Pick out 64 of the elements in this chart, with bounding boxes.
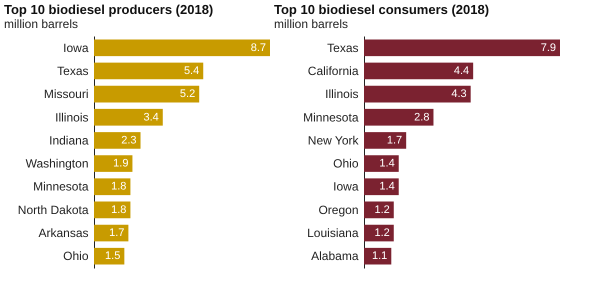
y-tick-label: Iowa bbox=[63, 40, 89, 55]
data-label: 2.3 bbox=[121, 134, 137, 146]
y-tick-label: Louisiana bbox=[307, 226, 359, 240]
y-tick-label: Illinois bbox=[325, 87, 358, 102]
bar bbox=[364, 202, 394, 218]
bar bbox=[94, 39, 270, 56]
data-label: 1.5 bbox=[105, 250, 120, 262]
y-tick-label: California bbox=[308, 64, 359, 78]
bar bbox=[364, 39, 560, 56]
bar bbox=[94, 108, 163, 126]
y-tick-label: Iowa bbox=[333, 180, 359, 194]
chart-title: Top 10 biodiesel consumers (2018) bbox=[274, 2, 490, 17]
bar bbox=[94, 224, 128, 242]
data-label: 1.8 bbox=[111, 180, 126, 193]
y-tick-label: Missouri bbox=[44, 87, 88, 102]
data-label: 1.7 bbox=[109, 227, 124, 240]
y-tick-label: New York bbox=[308, 133, 360, 148]
data-label: 4.4 bbox=[454, 64, 470, 77]
data-label: 1.2 bbox=[374, 227, 390, 240]
bar bbox=[364, 62, 474, 80]
data-label: 2.8 bbox=[414, 111, 430, 124]
bar bbox=[94, 62, 204, 80]
y-tick-label: Minnesota bbox=[33, 180, 89, 194]
bar bbox=[94, 155, 132, 172]
data-label: 1.2 bbox=[374, 204, 390, 216]
y-tick-label: North Dakota bbox=[18, 202, 89, 217]
bar bbox=[94, 86, 200, 102]
chart-subtitle: million barrels bbox=[274, 17, 348, 31]
data-label: 1.7 bbox=[386, 134, 402, 146]
bar bbox=[364, 178, 399, 196]
y-tick-label: Alabama bbox=[311, 249, 359, 264]
y-tick-label: Oregon bbox=[318, 202, 358, 217]
data-label: 4.3 bbox=[451, 88, 467, 100]
bar bbox=[94, 132, 141, 149]
bar bbox=[94, 202, 130, 218]
y-tick-label: Arkansas bbox=[38, 226, 88, 240]
data-label: 1.1 bbox=[372, 250, 388, 262]
bar bbox=[364, 108, 434, 126]
data-label: 7.9 bbox=[540, 42, 556, 54]
y-tick-label: Ohio bbox=[333, 156, 359, 171]
y-tick-label: Washington bbox=[26, 156, 88, 171]
data-label: 5.2 bbox=[180, 88, 196, 100]
bar bbox=[364, 155, 399, 172]
y-tick-label: Texas bbox=[327, 40, 358, 55]
bar bbox=[364, 86, 471, 102]
data-label: 1.4 bbox=[379, 180, 395, 193]
bar bbox=[364, 248, 392, 265]
chart-subtitle: million barrels bbox=[4, 17, 78, 31]
bar bbox=[94, 178, 130, 196]
bar bbox=[364, 132, 406, 149]
bar bbox=[364, 224, 394, 242]
data-label: 1.4 bbox=[379, 158, 395, 170]
y-tick-label: Ohio bbox=[63, 249, 89, 264]
data-label: 5.4 bbox=[184, 64, 200, 77]
y-tick-label: Minnesota bbox=[303, 110, 359, 124]
data-label: 8.7 bbox=[250, 42, 266, 54]
bar bbox=[94, 248, 124, 265]
data-label: 1.8 bbox=[111, 204, 126, 216]
chart-title: Top 10 biodiesel producers (2018) bbox=[4, 2, 214, 17]
data-label: 1.9 bbox=[113, 158, 128, 170]
y-tick-label: Illinois bbox=[55, 110, 88, 124]
y-tick-label: Texas bbox=[57, 64, 88, 78]
y-tick-label: Indiana bbox=[49, 133, 89, 148]
data-label: 3.4 bbox=[143, 111, 159, 124]
